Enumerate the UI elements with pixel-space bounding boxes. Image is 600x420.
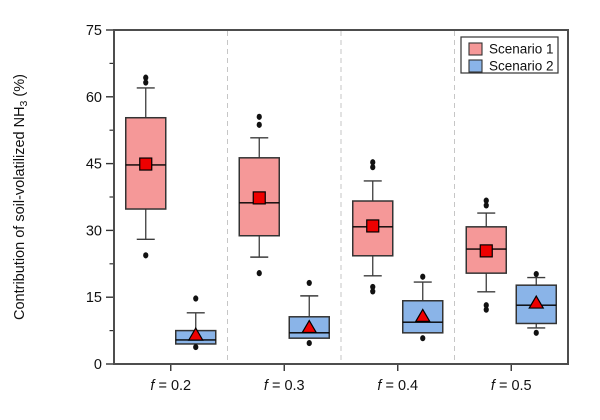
outlier-point	[370, 283, 376, 291]
outlier-point	[256, 121, 262, 128]
box-group-scenario-2-0.3	[288, 279, 330, 347]
box-group-scenario-2-0.4	[402, 273, 444, 342]
box-group-scenario-1-0.3	[238, 113, 280, 277]
y-axis-tick-label: 0	[94, 357, 102, 373]
outlier-point	[143, 252, 149, 259]
x-axis-tick-label: f = 0.3	[264, 378, 305, 394]
mean-triangle-marker	[187, 326, 204, 341]
outlier-point	[370, 164, 376, 171]
legend: Scenario 1 Scenario 2	[460, 36, 559, 74]
x-axis-tick-label: f = 0.4	[377, 378, 418, 394]
outlier-point	[483, 197, 489, 204]
box-group-scenario-1-0.4	[352, 159, 394, 295]
legend-swatch-2	[468, 59, 483, 73]
y-axis-tick-label: 60	[86, 90, 102, 106]
mean-square-marker	[139, 157, 153, 171]
mean-triangle-marker	[301, 319, 318, 334]
mean-square-marker	[366, 219, 380, 233]
outlier-point	[420, 273, 426, 280]
legend-label-1: Scenario 1	[489, 42, 554, 57]
outlier-point	[143, 79, 149, 86]
outlier-point	[420, 335, 426, 342]
plot-frame	[113, 29, 569, 365]
outlier-point	[533, 270, 539, 278]
outlier-point	[483, 306, 489, 313]
y-axis-tick-label: 30	[86, 223, 102, 239]
outlier-point	[193, 343, 199, 351]
iqr-box	[125, 116, 167, 210]
outlier-point	[483, 202, 489, 209]
outlier-point	[193, 295, 199, 302]
outlier-point	[370, 159, 376, 166]
outlier-point	[306, 339, 312, 347]
outlier-point	[370, 288, 376, 295]
y-axis-tick-label: 75	[86, 23, 102, 39]
legend-label-2: Scenario 2	[489, 59, 554, 74]
outlier-point	[143, 74, 149, 81]
legend-swatch-1	[468, 42, 483, 56]
outlier-point	[533, 329, 539, 336]
outlier-point	[483, 302, 489, 309]
mean-square-marker	[252, 191, 266, 205]
x-axis-tick-label: f = 0.2	[150, 378, 191, 394]
mean-square-marker	[479, 244, 493, 258]
y-axis-tick-label: 15	[86, 290, 102, 306]
box-group-scenario-2-0.2	[175, 295, 217, 351]
mean-triangle-marker	[414, 308, 431, 323]
outlier-point	[306, 279, 312, 287]
y-axis-title: Contribution of soil-volatilized NH3 (%)	[12, 74, 30, 320]
outlier-point	[256, 270, 262, 277]
mean-triangle-marker	[528, 294, 545, 309]
box-group-scenario-2-0.5	[515, 270, 557, 336]
outlier-point	[256, 113, 262, 120]
box-group-scenario-1-0.2	[125, 74, 167, 259]
x-axis-tick-label: f = 0.5	[491, 378, 532, 394]
box-group-scenario-1-0.5	[465, 197, 507, 313]
y-axis-tick-label: 45	[86, 157, 102, 173]
